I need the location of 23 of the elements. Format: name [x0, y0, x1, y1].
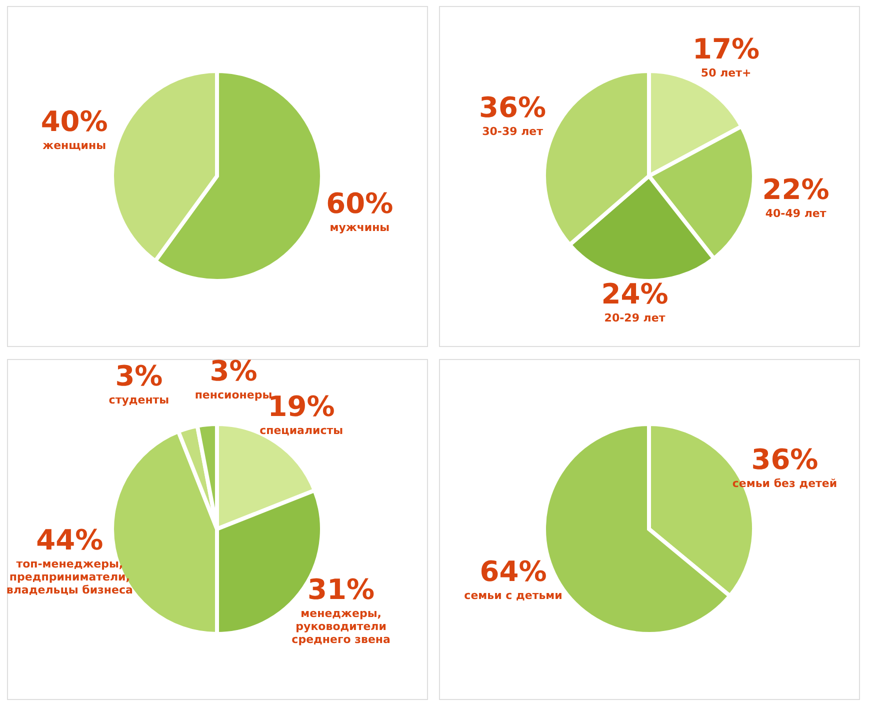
data-label: 44%: [36, 524, 104, 557]
slice-label: менеджеры, руководители среднего звена: [292, 607, 390, 646]
slice-label: 50 лет+: [700, 66, 752, 80]
data-label: 36%: [479, 91, 546, 124]
slice-label: 40-49 лет: [765, 207, 827, 220]
slice-label: 30-39 лет: [482, 125, 544, 138]
slice-label: мужчины: [330, 220, 390, 234]
data-label: 36%: [751, 442, 818, 476]
slice-label: студенты: [108, 394, 170, 407]
data-label: 64%: [480, 555, 547, 588]
data-label: 3%: [115, 360, 163, 393]
data-label: 3%: [210, 354, 258, 388]
data-label: 40%: [40, 105, 108, 138]
slice-label: пенсионеры: [194, 388, 272, 402]
data-label: 24%: [601, 277, 668, 310]
slice-label: женщины: [42, 139, 106, 152]
data-label: 22%: [762, 173, 830, 206]
slice-label: 20-29 лет: [604, 311, 666, 324]
data-label: 17%: [692, 32, 760, 66]
slice-label: специалисты: [260, 424, 344, 437]
data-label: 31%: [308, 573, 375, 606]
slice-label: семьи с детьми: [464, 589, 562, 602]
data-label: 60%: [326, 186, 394, 220]
